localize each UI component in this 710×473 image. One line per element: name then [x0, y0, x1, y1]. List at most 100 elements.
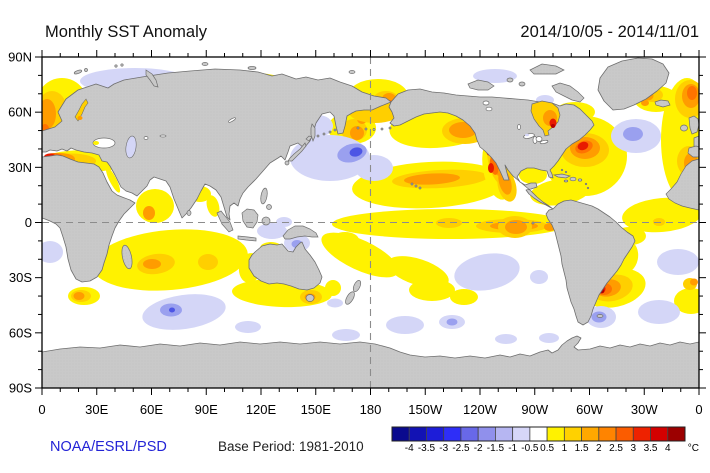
colorbar-tick-0.5: 0.5 [540, 443, 554, 454]
colorbar-cell [426, 426, 445, 442]
island-iceland [654, 99, 671, 108]
inland-waters [74, 98, 561, 159]
colorbar-cell [546, 426, 565, 442]
island-svalbard [73, 69, 83, 75]
island-mindanao [266, 204, 272, 210]
island-sumatra [216, 210, 234, 233]
lon-label-180: 180 [360, 402, 382, 417]
lat-label-0: 0 [25, 215, 32, 230]
island-sri-lanka [186, 210, 192, 216]
date-range-label: 2014/10/05 - 2014/11/01 [520, 23, 699, 41]
island-victoria [467, 79, 495, 91]
lon-label-30E: 30E [85, 402, 108, 417]
island-hispaniola [569, 176, 577, 182]
caspian-sea [125, 135, 137, 159]
lon-label-150E: 150E [301, 402, 332, 417]
axis-ticks [35, 50, 706, 395]
colorbar-cell [477, 426, 496, 442]
island-baffin [551, 82, 585, 103]
lon-label-0: 0 [38, 402, 45, 417]
colorbar-cell [495, 426, 514, 442]
landmass-iberia-edge [687, 145, 699, 158]
island-philippines [260, 187, 268, 205]
lon-label-150W: 150W [408, 402, 443, 417]
island-great-britain [688, 115, 699, 135]
island-madagascar [121, 244, 133, 270]
credit-link: NOAA/ESRL/PSD [50, 439, 167, 455]
island-falklands [596, 314, 604, 318]
colorbar-cell [563, 426, 582, 442]
island-nz-north [352, 280, 362, 292]
island-ireland [680, 124, 688, 132]
lon-label-90W: 90W [521, 402, 548, 417]
colorbar-cell [667, 426, 686, 442]
island-novaya-zemlya [145, 69, 159, 88]
landmass-europe-west-edge [693, 135, 699, 149]
colorbar-outline [391, 426, 686, 442]
colorbar-cell [632, 426, 651, 442]
lon-label-90E: 90E [195, 402, 218, 417]
island-cuba [552, 173, 572, 179]
lon-label-30W: 30W [631, 402, 658, 417]
lon-label-0: 0 [695, 402, 702, 417]
axis-labels: 90N 60N 30N 0 30S 60S 90S 0 30E 60E 90E 120E 150E 180… [8, 50, 702, 418]
landmass-australia [248, 241, 323, 291]
island-sakhalin [310, 123, 316, 143]
colorbar-cell [391, 426, 410, 442]
page-title: Monthly SST Anomaly [45, 23, 208, 41]
colorbar-cell [650, 426, 669, 442]
landmass-nw-africa-edge [665, 158, 699, 211]
colorbar-tick--2: -2 [474, 443, 483, 454]
colorbar-tick--0.5: -0.5 [521, 443, 539, 454]
lon-label-60E: 60E [140, 402, 163, 417]
colorbar-cell [443, 426, 462, 442]
landmass-south-america [545, 199, 636, 326]
landmasses [42, 57, 699, 388]
colorbar-tick-3.5: 3.5 [644, 443, 658, 454]
lat-label-60N: 60N [8, 105, 32, 120]
colorbar-cell [598, 426, 617, 442]
landmass-eurasia [42, 68, 392, 221]
colorbar-cell [529, 426, 548, 442]
colorbar-tick-2: 2 [596, 443, 602, 454]
colorbar-cell [512, 426, 531, 442]
colorbar-cell [581, 426, 600, 442]
sst-anomaly-field [42, 57, 699, 388]
colorbar-cell [460, 426, 479, 442]
reference-gridlines [42, 57, 699, 388]
colorbar-tick--3.5: -3.5 [418, 443, 436, 454]
colorbar-tick-3: 3 [631, 443, 637, 454]
island-kyushu [284, 160, 290, 166]
colorbar-tick-2.5: 2.5 [609, 443, 623, 454]
island-nz-south [345, 291, 355, 305]
colorbar-tick--4: -4 [405, 443, 414, 454]
island-borneo [241, 208, 259, 229]
lat-label-90N: 90N [8, 50, 32, 65]
landmass-greenland [597, 57, 670, 111]
island-sulawesi [261, 216, 271, 226]
island-ellesmere [529, 63, 565, 75]
colorbar-tick--1: -1 [508, 443, 517, 454]
colorbar-units: °C [688, 443, 699, 454]
island-tasmania [305, 294, 315, 302]
lat-label-30S: 30S [9, 270, 32, 285]
colorbar-tick--3: -3 [439, 443, 448, 454]
lon-label-60W: 60W [576, 402, 603, 417]
lat-label-30N: 30N [8, 160, 32, 175]
colorbar-tick-1.5: 1.5 [575, 443, 589, 454]
colorbar-tick--2.5: -2.5 [452, 443, 470, 454]
lat-label-60S: 60S [9, 325, 32, 340]
island-new-guinea [282, 225, 319, 240]
base-period-label: Base Period: 1981-2010 [218, 439, 364, 454]
colorbar-tick-1: 1 [562, 443, 568, 454]
island-honshu [287, 142, 307, 162]
landmass-africa [42, 154, 136, 283]
lon-label-120W: 120W [463, 402, 498, 417]
colorbar-cell [615, 426, 634, 442]
colorbar-cell [408, 426, 427, 442]
lat-label-90S: 90S [9, 381, 32, 396]
colorbar: -4 -3.5 -3 -2.5 -2 -1.5 -1 -0.5 0.5 1 1.5 2 2.5 3 3.5 4… [391, 426, 699, 454]
lake-baikal [228, 117, 236, 123]
colorbar-tick--1.5: -1.5 [487, 443, 505, 454]
